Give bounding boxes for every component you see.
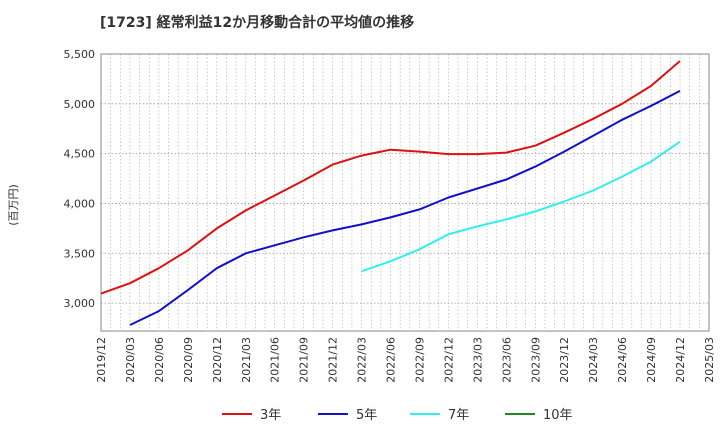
x-tick-label: 2021/12	[327, 337, 340, 383]
x-tick-label: 2021/09	[298, 337, 311, 383]
chart-title: [1723] 経常利益12か月移動合計の平均値の推移	[100, 14, 414, 31]
x-tick-label: 2023/12	[558, 337, 571, 383]
y-tick-label: 3,000	[64, 297, 96, 310]
y-tick-label: 3,500	[64, 247, 96, 260]
legend-label-3: 10年	[543, 408, 573, 423]
series-line-2	[361, 140, 681, 273]
y-tick-label: 5,500	[64, 48, 96, 61]
y-tick-label: 4,500	[64, 148, 96, 161]
x-tick-label: 2024/03	[587, 337, 600, 383]
x-tick-label: 2024/06	[616, 337, 629, 383]
x-tick-label: 2024/12	[674, 337, 687, 383]
y-ticks: 3,000 3,500 4,000 4,500 5,000 5,500	[64, 48, 96, 310]
series-line-1	[129, 90, 681, 326]
x-tick-label: 2024/09	[645, 337, 658, 383]
x-tick-label: 2020/09	[182, 337, 195, 383]
x-tick-label: 2022/09	[413, 337, 426, 383]
y-axis-label: (百万円)	[7, 184, 20, 226]
y-tick-label: 4,000	[64, 197, 96, 210]
x-ticks: 2019/12 2020/03 2020/06 2020/09 2020/12 2021/…	[95, 337, 716, 383]
x-tick-label: 2019/12	[95, 337, 108, 383]
series-line-0	[100, 60, 681, 295]
x-tick-label: 2025/03	[703, 337, 716, 383]
grid-lines	[101, 53, 709, 331]
series-lines	[100, 60, 681, 326]
x-tick-label: 2023/03	[471, 337, 484, 383]
x-tick-label: 2022/03	[356, 337, 369, 383]
legend-label-2: 7年	[448, 408, 469, 423]
legend-label-0: 3年	[260, 408, 281, 423]
x-tick-label: 2023/06	[500, 337, 513, 383]
x-tick-label: 2021/06	[269, 337, 282, 383]
x-tick-label: 2020/03	[124, 337, 137, 383]
plot-frame	[100, 53, 710, 332]
x-tick-label: 2022/06	[385, 337, 398, 383]
x-tick-label: 2020/12	[211, 337, 224, 383]
legend: 3年 5年 7年 10年	[222, 408, 573, 423]
legend-label-1: 5年	[356, 408, 377, 423]
x-tick-label: 2022/12	[442, 337, 455, 383]
x-tick-label: 2020/06	[153, 337, 166, 383]
x-tick-label: 2023/09	[529, 337, 542, 383]
y-tick-label: 5,000	[64, 98, 96, 111]
x-tick-label: 2021/03	[240, 337, 253, 383]
